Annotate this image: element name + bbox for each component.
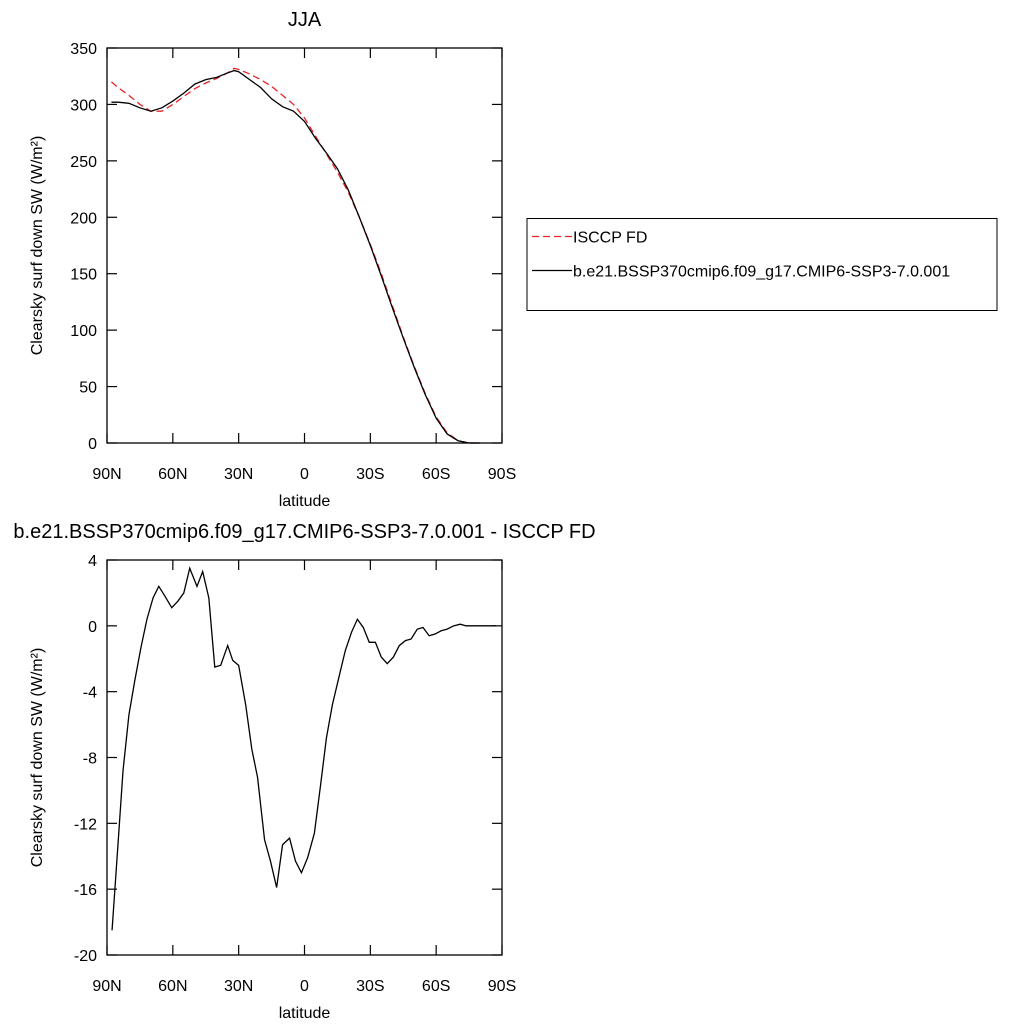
y-tick-label: 0 <box>88 436 97 453</box>
y-tick-label: 50 <box>79 380 97 397</box>
x-tick-label: 60S <box>422 978 450 995</box>
y-tick-label: 300 <box>70 97 97 114</box>
data-line <box>111 566 497 931</box>
y-tick-label: -20 <box>74 948 97 965</box>
y-tick-label: 4 <box>88 553 97 570</box>
y-tick-label: -4 <box>83 685 97 702</box>
y-tick-label: 0 <box>88 619 97 636</box>
chart-title: b.e21.BSSP370cmip6.f09_g17.CMIP6-SSP3-7.… <box>13 521 595 543</box>
plot-frame <box>106 47 503 444</box>
x-tick-label: 90N <box>92 466 121 483</box>
x-axis-label: latitude <box>279 493 331 510</box>
data-line <box>111 69 481 444</box>
x-tick-label: 0 <box>300 466 309 483</box>
x-tick-label: 90N <box>92 978 121 995</box>
y-tick-label: 200 <box>70 210 97 227</box>
y-axis-label: Clearsky surf down SW (W/m²) <box>29 136 46 356</box>
x-tick-label: 90S <box>488 466 516 483</box>
x-tick-label: 30N <box>224 978 253 995</box>
legend-label: b.e21.BSSP370cmip6.f09_g17.CMIP6-SSP3-7.… <box>573 264 950 281</box>
x-tick-label: 30S <box>356 466 384 483</box>
y-axis-label: Clearsky surf down SW (W/m²) <box>29 648 46 868</box>
y-tick-label: -16 <box>74 882 97 899</box>
legend-box <box>526 218 998 311</box>
y-tick-label: 250 <box>70 154 97 171</box>
chart-title: JJA <box>288 9 322 31</box>
y-tick-label: 350 <box>70 41 97 58</box>
y-tick-label: -8 <box>83 751 97 768</box>
x-tick-label: 0 <box>300 978 309 995</box>
x-tick-label: 30N <box>224 466 253 483</box>
x-tick-label: 60N <box>158 466 187 483</box>
x-tick-label: 60N <box>158 978 187 995</box>
plot-frame <box>106 559 503 956</box>
x-tick-label: 30S <box>356 978 384 995</box>
y-tick-label: 100 <box>70 323 97 340</box>
x-axis-label: latitude <box>279 1005 331 1022</box>
y-tick-label: -12 <box>74 816 97 833</box>
x-tick-label: 90S <box>488 978 516 995</box>
legend-label: ISCCP FD <box>573 230 647 247</box>
x-tick-label: 60S <box>422 466 450 483</box>
data-line <box>110 67 481 444</box>
y-tick-label: 150 <box>70 267 97 284</box>
